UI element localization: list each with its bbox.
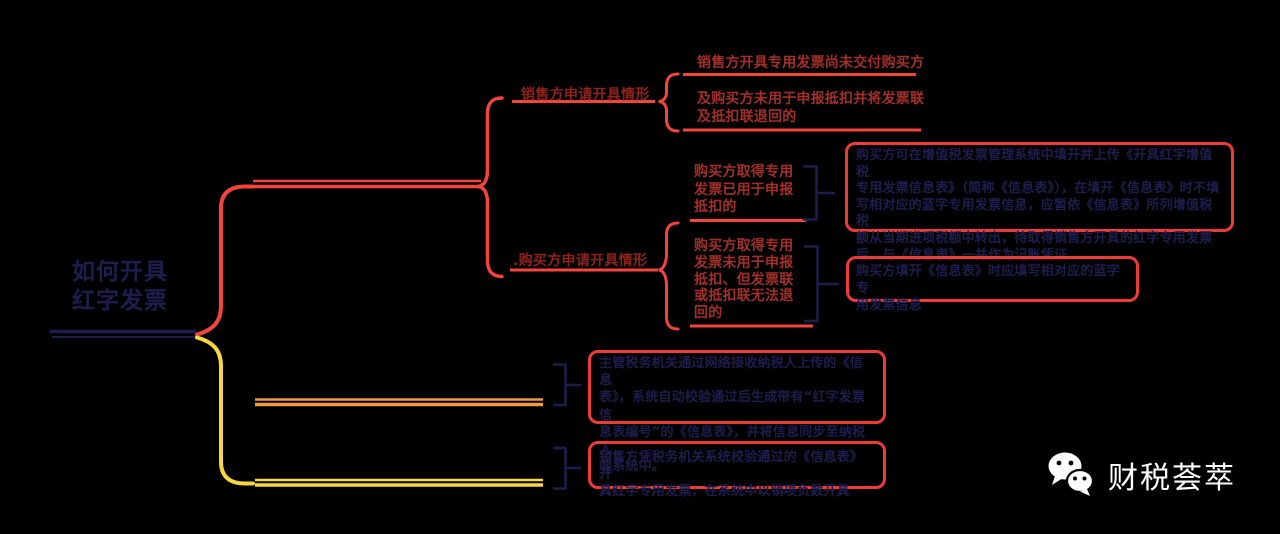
seller-case2-text: 及购买方未用于申报抵扣并将发票联 及抵扣联退回的: [697, 91, 925, 125]
watermark: 财税荟萃: [1046, 450, 1236, 500]
root-node-title: 如何开具 红字发票: [72, 259, 168, 314]
buyer-case1-text: 购买方取得专用 发票已用于申报 抵扣的: [694, 164, 794, 216]
seller-apply-label: 销售方申请开具情形: [521, 87, 650, 103]
buyer-case2-text: 购买方取得专用 发票未用于申报 抵扣、但发票联 或抵扣联无法退 回的: [694, 238, 794, 322]
buyer-apply-label: .购买方申请开具情形: [513, 253, 648, 269]
branch-curve-red: [195, 184, 255, 337]
watermark-name: 财税荟萃: [1108, 461, 1236, 496]
seller-case1-text: 销售方开具专用发票尚未交付购买方: [697, 55, 925, 71]
brace-seller: [658, 72, 680, 133]
branch-curve-yellow: [195, 335, 255, 486]
summary-bracket-4: [553, 446, 567, 490]
brace-buyer: [658, 221, 680, 331]
seller-issue-note-box: 销售方凭税务机关系统校验通过的《信息表》开 具红字专用发票，在系统中以销项负数开…: [588, 441, 886, 499]
buyer-case1-note-box: 购买方可在增值税发票管理系统中填开并上传《开具红字增值税 专用发票信息表》（简称…: [845, 142, 1234, 263]
buyer-case2-note-box: 购买方填开《信息表》时应填写相对应的蓝字专 用发票信息: [846, 256, 1139, 313]
wechat-icon: [1048, 452, 1095, 496]
summary-bracket-1: [803, 165, 818, 221]
tax-authority-note-box: 主管税务机关通过网络接收纳税人上传的《信息 表》，系统自动校验通过后生成带有“红…: [588, 350, 886, 474]
summary-bracket-2: [804, 245, 819, 323]
summary-bracket-3: [553, 363, 567, 407]
brace-apply: [476, 96, 504, 279]
